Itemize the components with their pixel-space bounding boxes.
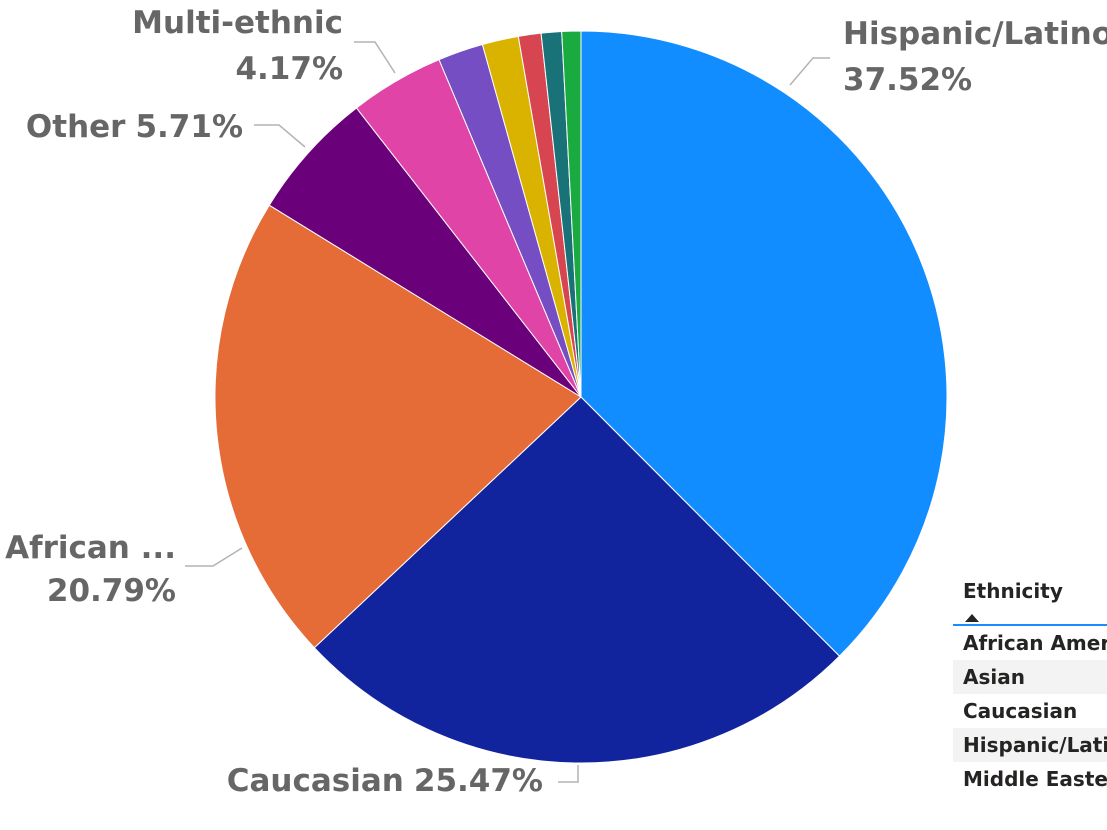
- pie-slice-unlabeled-9[interactable]: [561, 30, 582, 398]
- pie-slice-other[interactable]: [268, 107, 582, 398]
- data-label-caucasian: Caucasian 25.47%: [227, 763, 543, 799]
- data-label-african-american-pct: 20.79%: [47, 573, 176, 609]
- leader-line-caucasian: [558, 765, 579, 783]
- table-header-label: Ethnicity: [963, 579, 1063, 603]
- pie-slice-caucasian[interactable]: [313, 396, 841, 764]
- pie-slice-hispanic-latino[interactable]: [580, 30, 948, 657]
- data-label-other-pct: 5.71%: [135, 109, 243, 145]
- table-row[interactable]: Caucasian: [963, 699, 1078, 723]
- data-label-other-name: Other: [26, 109, 126, 145]
- leader-line-hispanic-latino: [789, 57, 830, 86]
- table-row[interactable]: Middle Eastern: [963, 767, 1107, 791]
- table-row[interactable]: Hispanic/Latino: [953, 728, 1107, 762]
- sort-ascending-icon[interactable]: [965, 614, 979, 622]
- pie-slices: [214, 30, 948, 764]
- data-label-caucasian-pct: 25.47%: [414, 763, 543, 799]
- pie-slice-african-american[interactable]: [214, 204, 582, 649]
- data-label-caucasian-name: Caucasian: [227, 763, 404, 799]
- leader-line-other: [254, 124, 306, 148]
- data-label-hispanic-latino-name: Hispanic/Latino: [843, 16, 1107, 52]
- data-label-multi-ethnic-pct: 4.17%: [235, 51, 343, 87]
- data-label-multi-ethnic-name: Multi-ethnic: [132, 5, 343, 41]
- ethnicity-table: Ethnicity African American Asian Caucasi…: [953, 574, 1107, 830]
- leader-line-multi-ethnic: [354, 41, 396, 74]
- data-label-other: Other 5.71%: [26, 109, 243, 145]
- data-label-hispanic-latino-pct: 37.52%: [843, 62, 972, 98]
- leader-line-african-american: [185, 547, 243, 567]
- table-row[interactable]: Asian: [953, 660, 1107, 694]
- data-labels: Hispanic/Latino 37.52% Caucasian 25.47% A…: [5, 5, 1107, 799]
- table-row[interactable]: African American: [963, 631, 1107, 655]
- table-header-ethnicity[interactable]: Ethnicity: [953, 574, 1107, 626]
- data-label-african-american-name: African ...: [5, 530, 176, 566]
